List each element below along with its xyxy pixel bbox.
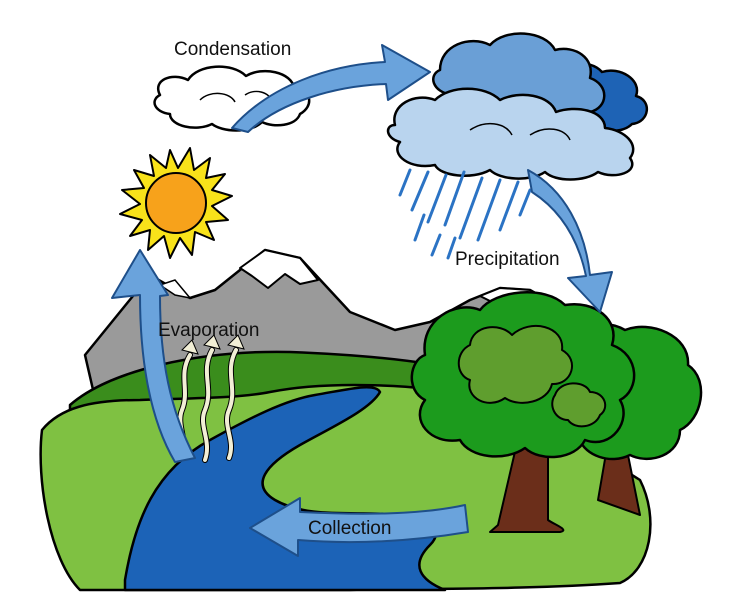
- canopy-highlight-small: [551, 382, 607, 428]
- arrow-collection: [249, 497, 469, 557]
- rain-cloud: [386, 32, 648, 181]
- canopy-highlight: [457, 325, 573, 404]
- label-collection: Collection: [308, 518, 391, 539]
- snow-cap-center: [239, 249, 319, 289]
- rain-drops: [398, 168, 532, 260]
- arrow-precipitation: [527, 169, 613, 313]
- sun-disc: [145, 172, 207, 234]
- sun: [119, 147, 233, 259]
- trees: [410, 291, 703, 533]
- label-evaporation: Evaporation: [158, 320, 259, 341]
- arrow-condensation: [231, 44, 431, 133]
- snow-cap-left: [158, 279, 192, 300]
- arrow-evaporation: [111, 249, 196, 463]
- light-cloud: [386, 87, 635, 181]
- label-condensation: Condensation: [174, 39, 291, 60]
- label-precipitation: Precipitation: [455, 249, 560, 270]
